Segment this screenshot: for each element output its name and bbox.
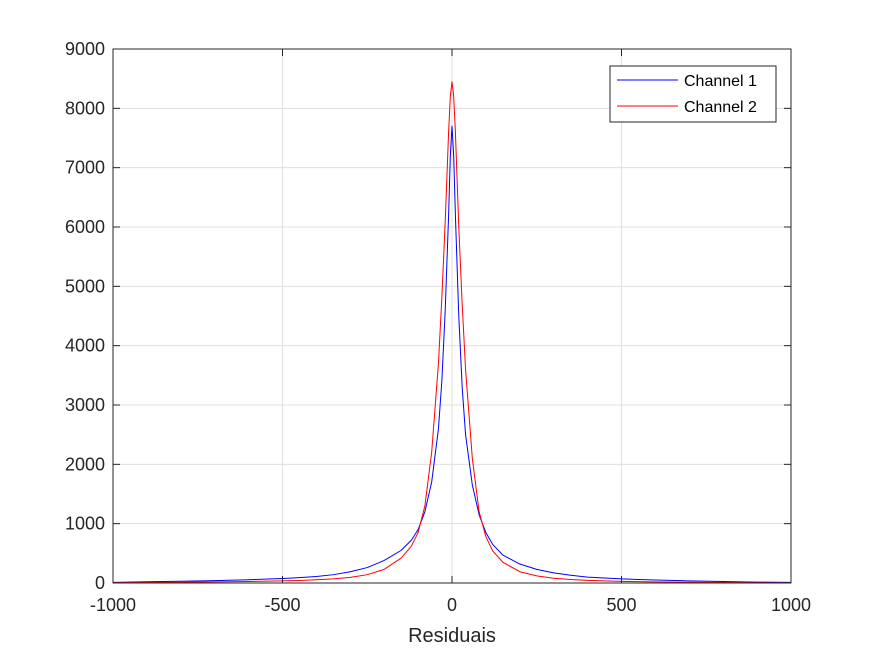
y-tick-label: 1000 [65,514,105,534]
y-tick-label: 3000 [65,395,105,415]
legend: Channel 1 Channel 2 [609,65,777,123]
data-series [112,81,792,584]
x-tick-label: -1000 [90,595,136,615]
y-tick-label: 2000 [65,454,105,474]
legend-box [609,65,777,123]
x-tick-label: -500 [264,595,300,615]
y-tick-label: 0 [95,573,105,593]
y-tick-label: 4000 [65,336,105,356]
x-axis-label: Residuais [408,625,496,647]
y-tick-label: 9000 [65,39,105,59]
tick-labels: -1000 -500 0 500 1000 0 1000 2000 3000 4000 5000 60… [65,39,811,615]
legend-label-channel-2: Channel 2 [684,99,757,116]
series-line-channel-1 [112,125,792,583]
axis-ticks [112,48,792,584]
x-tick-label: 500 [606,595,636,615]
legend-label-channel-1: Channel 1 [684,73,757,90]
x-tick-label: 1000 [771,595,811,615]
series-line-channel-2 [112,81,792,584]
x-tick-label: 0 [447,595,457,615]
y-tick-label: 8000 [65,98,105,118]
y-tick-label: 7000 [65,158,105,178]
y-tick-label: 5000 [65,276,105,296]
y-tick-label: 6000 [65,217,105,237]
